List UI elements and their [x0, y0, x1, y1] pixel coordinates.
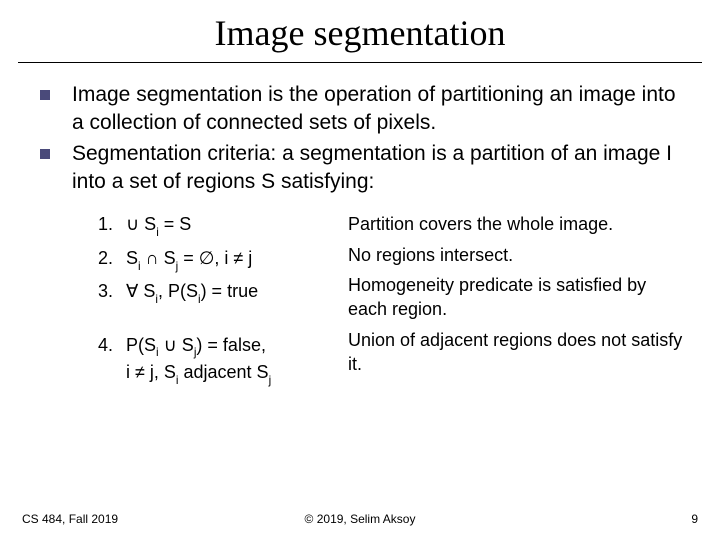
footer-course: CS 484, Fall 2019 [22, 512, 118, 526]
criteria-formula: ∪ Si = S [126, 212, 348, 239]
content-area: Image segmentation is the operation of p… [0, 81, 720, 393]
criteria-description: Homogeneity predicate is satisfied by ea… [348, 273, 688, 322]
criteria-item: 4. P(Si ∪ Sj) = false,i ≠ j, Si adjacent… [98, 333, 348, 388]
square-bullet-icon [40, 90, 50, 100]
criteria-item: 3. ∀ Si, P(Si) = true [98, 279, 348, 306]
bullet-item: Image segmentation is the operation of p… [40, 81, 688, 138]
square-bullet-icon [40, 149, 50, 159]
criteria-description: No regions intersect. [348, 243, 688, 267]
criteria-formula: P(Si ∪ Sj) = false,i ≠ j, Si adjacent Sj [126, 333, 348, 388]
slide-footer: CS 484, Fall 2019 © 2019, Selim Aksoy 9 [0, 512, 720, 526]
criteria-number: 1. [98, 212, 126, 236]
footer-page-number: 9 [691, 512, 698, 526]
criteria-description: Partition covers the whole image. [348, 212, 688, 236]
criteria-number: 3. [98, 279, 126, 303]
criteria-item: 2. Si ∩ Sj = ∅, i ≠ j [98, 246, 348, 273]
criteria-formula: Si ∩ Sj = ∅, i ≠ j [126, 246, 348, 273]
page-title: Image segmentation [0, 12, 720, 62]
criteria-descriptions: Partition covers the whole image. No reg… [348, 212, 688, 393]
criteria-number: 4. [98, 333, 126, 357]
criteria-number: 2. [98, 246, 126, 270]
footer-copyright: © 2019, Selim Aksoy [305, 512, 416, 526]
criteria-item: 1. ∪ Si = S [98, 212, 348, 239]
criteria-formula: ∀ Si, P(Si) = true [126, 279, 348, 306]
title-divider [18, 62, 702, 63]
bullet-item: Segmentation criteria: a segmentation is… [40, 140, 688, 197]
bullet-text: Image segmentation is the operation of p… [72, 81, 688, 138]
criteria-description: Union of adjacent regions does not satis… [348, 328, 688, 377]
bullet-text: Segmentation criteria: a segmentation is… [72, 140, 688, 197]
criteria-list: 1. ∪ Si = S 2. Si ∩ Sj = ∅, i ≠ j 3. ∀ S… [98, 212, 688, 393]
criteria-formulas: 1. ∪ Si = S 2. Si ∩ Sj = ∅, i ≠ j 3. ∀ S… [98, 212, 348, 393]
